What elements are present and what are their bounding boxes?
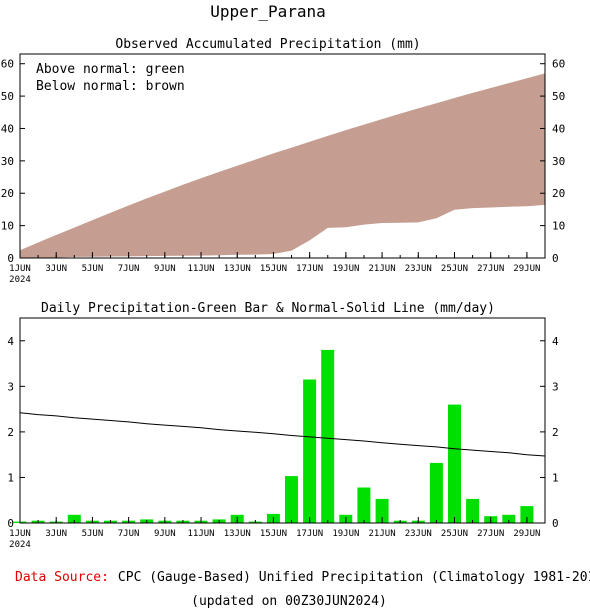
y-tick-label-left: 0 [7, 252, 14, 265]
y-tick-label-right: 60 [552, 58, 565, 71]
x-tick-year: 2024 [9, 275, 31, 285]
daily-chart-title: Daily Precipitation-Green Bar & Normal-S… [41, 301, 495, 316]
x-tick-label: 7JUN [118, 264, 140, 274]
x-tick-label: 5JUN [82, 264, 104, 274]
accumulated-precip-chart: Observed Accumulated Precipitation (mm) … [1, 37, 566, 285]
y-tick-label-right: 20 [552, 187, 565, 200]
x-tick-label: 25JUN [441, 264, 468, 274]
x-tick-label: 27JUN [477, 529, 504, 539]
x-tick-label: 15JUN [260, 529, 287, 539]
daily-plot-frame [19, 317, 546, 524]
x-tick-label: 5JUN [82, 529, 104, 539]
y-tick-label-right: 0 [552, 252, 559, 265]
y-tick-label-left: 40 [1, 122, 14, 135]
y-tick-label-right: 4 [552, 335, 559, 348]
x-tick-label: 7JUN [118, 529, 140, 539]
x-tick-label: 29JUN [513, 529, 540, 539]
updated-note: (updated on 00Z30JUN2024) [191, 594, 387, 609]
daily-precip-bar [321, 349, 335, 523]
legend-below-normal: Below normal: brown [36, 79, 185, 94]
y-tick-label-left: 30 [1, 155, 14, 168]
y-tick-label-left: 0 [7, 517, 14, 530]
data-source-label: Data Source: [15, 570, 109, 585]
x-tick-label: 21JUN [369, 529, 396, 539]
x-tick-label: 29JUN [513, 264, 540, 274]
y-tick-label-left: 60 [1, 58, 14, 71]
daily-precip-bar [285, 476, 298, 523]
accumulated-plot-frame [19, 53, 546, 259]
y-tick-label-right: 10 [552, 220, 565, 233]
x-tick-label: 17JUN [296, 264, 323, 274]
x-tick-label: 1JUN [9, 264, 31, 274]
y-tick-label-left: 4 [7, 335, 14, 348]
x-tick-label: 19JUN [332, 529, 359, 539]
x-tick-label: 25JUN [441, 529, 468, 539]
y-tick-label-left: 1 [7, 471, 14, 484]
x-tick-label: 11JUN [187, 529, 214, 539]
y-tick-label-right: 2 [552, 426, 559, 439]
daily-precip-bar [357, 487, 371, 523]
daily-precip-bar [67, 514, 81, 523]
accumulated-chart-title: Observed Accumulated Precipitation (mm) [115, 37, 420, 52]
y-tick-label-right: 50 [552, 90, 565, 103]
daily-precip-bar [502, 514, 516, 523]
daily-precip-chart: Daily Precipitation-Green Bar & Normal-S… [7, 301, 559, 550]
x-tick-label: 9JUN [154, 264, 176, 274]
y-tick-label-right: 30 [552, 155, 565, 168]
x-tick-label: 9JUN [154, 529, 176, 539]
x-tick-label: 19JUN [332, 264, 359, 274]
x-tick-label: 3JUN [45, 264, 67, 274]
x-tick-label: 23JUN [405, 529, 432, 539]
daily-bars [13, 349, 534, 523]
x-tick-label: 17JUN [296, 529, 323, 539]
x-tick-label: 15JUN [260, 264, 287, 274]
x-tick-label: 13JUN [224, 264, 251, 274]
x-tick-label: 23JUN [405, 264, 432, 274]
y-tick-label-left: 20 [1, 187, 14, 200]
daily-precip-bar [303, 379, 317, 523]
x-tick-year: 2024 [9, 540, 31, 550]
x-tick-label: 13JUN [224, 529, 251, 539]
data-source-text: CPC (Gauge-Based) Unified Precipitation … [118, 570, 590, 585]
daily-precip-bar [466, 498, 480, 523]
x-tick-label: 21JUN [369, 264, 396, 274]
footer-source: Data Source: CPC (Gauge-Based) Unified Pr… [15, 570, 590, 585]
x-tick-label: 3JUN [45, 529, 67, 539]
y-tick-label-left: 2 [7, 426, 14, 439]
below-normal-band [20, 73, 545, 259]
daily-precip-bar [429, 462, 443, 523]
daily-precip-bar [375, 498, 389, 523]
y-tick-label-right: 40 [552, 122, 565, 135]
y-tick-label-left: 50 [1, 90, 14, 103]
y-tick-label-right: 1 [552, 471, 559, 484]
legend-above-normal: Above normal: green [36, 62, 185, 77]
y-tick-label-left: 3 [7, 380, 14, 393]
y-tick-label-right: 3 [552, 380, 559, 393]
x-tick-label: 1JUN [9, 529, 31, 539]
daily-precip-bar [520, 506, 534, 523]
page-title: Upper_Parana [210, 2, 326, 21]
y-tick-label-left: 10 [1, 220, 14, 233]
x-tick-label: 11JUN [187, 264, 214, 274]
x-tick-label: 27JUN [477, 264, 504, 274]
daily-precip-bar [448, 404, 461, 523]
y-tick-label-right: 0 [552, 517, 559, 530]
normal-line [19, 412, 546, 457]
